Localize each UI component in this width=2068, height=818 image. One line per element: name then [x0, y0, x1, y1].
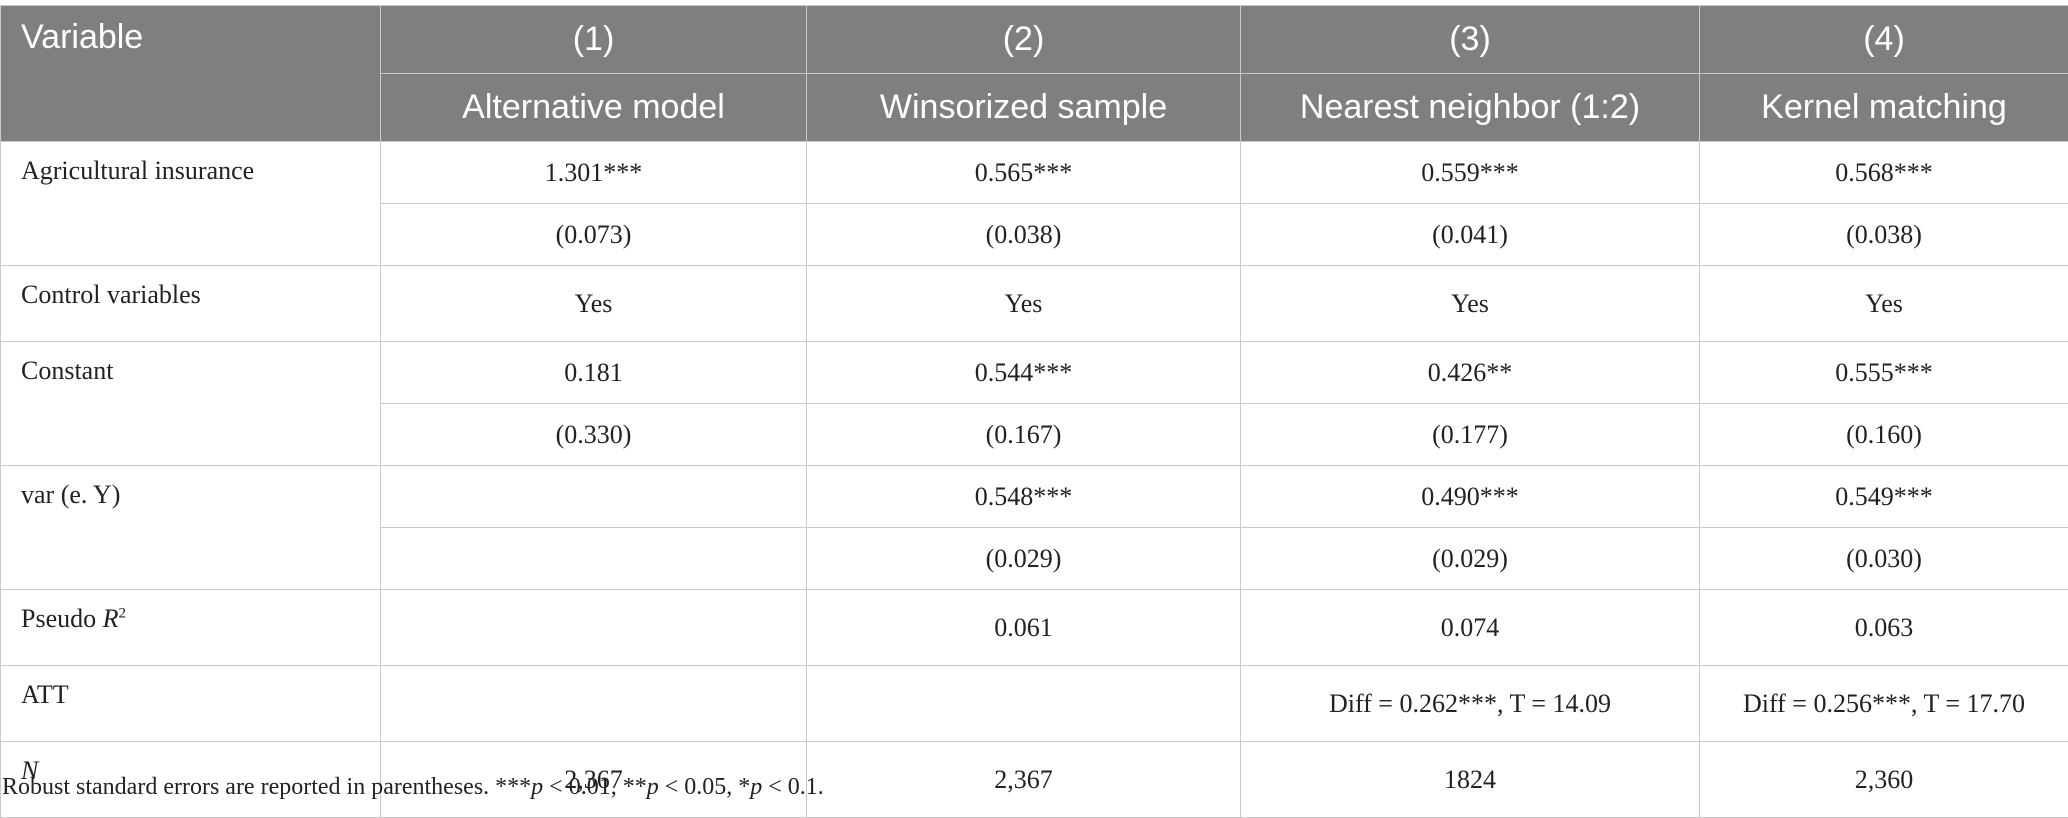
- table-cell: 0.426**: [1241, 342, 1700, 404]
- table-cell: 0.544***: [807, 342, 1241, 404]
- empty-cell: [381, 466, 807, 528]
- table-cell: 0.559***: [1241, 142, 1700, 204]
- table-cell: 1824: [1241, 742, 1700, 818]
- table-cell: (0.160): [1700, 404, 2068, 466]
- text-segment: Agricultural insurance: [21, 156, 254, 185]
- header-cell: (2): [807, 6, 1241, 74]
- header-cell: Alternative model: [381, 74, 807, 142]
- table-cell: 0.490***: [1241, 466, 1700, 528]
- table-cell: 2,367: [807, 742, 1241, 818]
- header-cell: Kernel matching: [1700, 74, 2068, 142]
- table-cell: (0.041): [1241, 204, 1700, 266]
- table-cell: Yes: [1241, 266, 1700, 342]
- text-segment: var (e. Y): [21, 480, 120, 509]
- text-segment: ATT: [21, 680, 69, 709]
- table-cell: (0.167): [807, 404, 1241, 466]
- table-cell: (0.030): [1700, 528, 2068, 590]
- header-cell: Nearest neighbor (1:2): [1241, 74, 1700, 142]
- text-segment: p: [750, 774, 762, 800]
- text-segment: R: [103, 604, 119, 633]
- table-cell: 0.061: [807, 590, 1241, 666]
- header-cell: (1): [381, 6, 807, 74]
- table-cell: 0.568***: [1700, 142, 2068, 204]
- text-segment: Pseudo: [21, 604, 103, 633]
- header-cell: (4): [1700, 6, 2068, 74]
- text-segment: < 0.01, **: [543, 774, 647, 800]
- table-cell: (0.330): [381, 404, 807, 466]
- table-cell: 0.565***: [807, 142, 1241, 204]
- table-cell: (0.038): [1700, 204, 2068, 266]
- table-cell: 0.555***: [1700, 342, 2068, 404]
- header-row: Variable(1)(2)(3)(4): [1, 6, 2068, 74]
- text-segment: p: [647, 774, 659, 800]
- table-cell: (0.073): [381, 204, 807, 266]
- header-cell: Variable: [1, 6, 381, 142]
- header-cell: Winsorized sample: [807, 74, 1241, 142]
- table-cell: 0.549***: [1700, 466, 2068, 528]
- text-segment: < 0.05, *: [659, 774, 751, 800]
- table-cell: 2,360: [1700, 742, 2068, 818]
- table-cell: Yes: [1700, 266, 2068, 342]
- row-label: var (e. Y): [1, 466, 381, 590]
- text-segment: 2: [119, 605, 127, 621]
- table-cell: Diff = 0.256***, T = 17.70: [1700, 666, 2068, 742]
- table-cell: 0.074: [1241, 590, 1700, 666]
- table-cell: 1.301***: [381, 142, 807, 204]
- empty-cell: [381, 666, 807, 742]
- table-cell: Diff = 0.262***, T = 14.09: [1241, 666, 1700, 742]
- table-cell: Yes: [807, 266, 1241, 342]
- row-label: Pseudo R2: [1, 590, 381, 666]
- footnote: Robust standard errors are reported in p…: [2, 774, 824, 801]
- row-label: ATT: [1, 666, 381, 742]
- table-cell: 0.181: [381, 342, 807, 404]
- row-label: Control variables: [1, 266, 381, 342]
- empty-cell: [381, 590, 807, 666]
- table-cell: (0.029): [807, 528, 1241, 590]
- row-label: Constant: [1, 342, 381, 466]
- table-cell: (0.038): [807, 204, 1241, 266]
- table-row: var (e. Y) 0.548***0.490***0.549***: [1, 466, 2068, 528]
- text-segment: < 0.1.: [762, 774, 824, 800]
- table-cell: 0.063: [1700, 590, 2068, 666]
- text-segment: p: [531, 774, 543, 800]
- table-cell: (0.177): [1241, 404, 1700, 466]
- empty-cell: [381, 528, 807, 590]
- text-segment: Robust standard errors are reported in p…: [2, 774, 531, 800]
- text-segment: Constant: [21, 356, 113, 385]
- row-label: Agricultural insurance: [1, 142, 381, 266]
- table-cell: (0.029): [1241, 528, 1700, 590]
- header-cell: (3): [1241, 6, 1700, 74]
- empty-cell: [807, 666, 1241, 742]
- table-cell: Yes: [381, 266, 807, 342]
- text-segment: Control variables: [21, 280, 201, 309]
- table-cell: 0.548***: [807, 466, 1241, 528]
